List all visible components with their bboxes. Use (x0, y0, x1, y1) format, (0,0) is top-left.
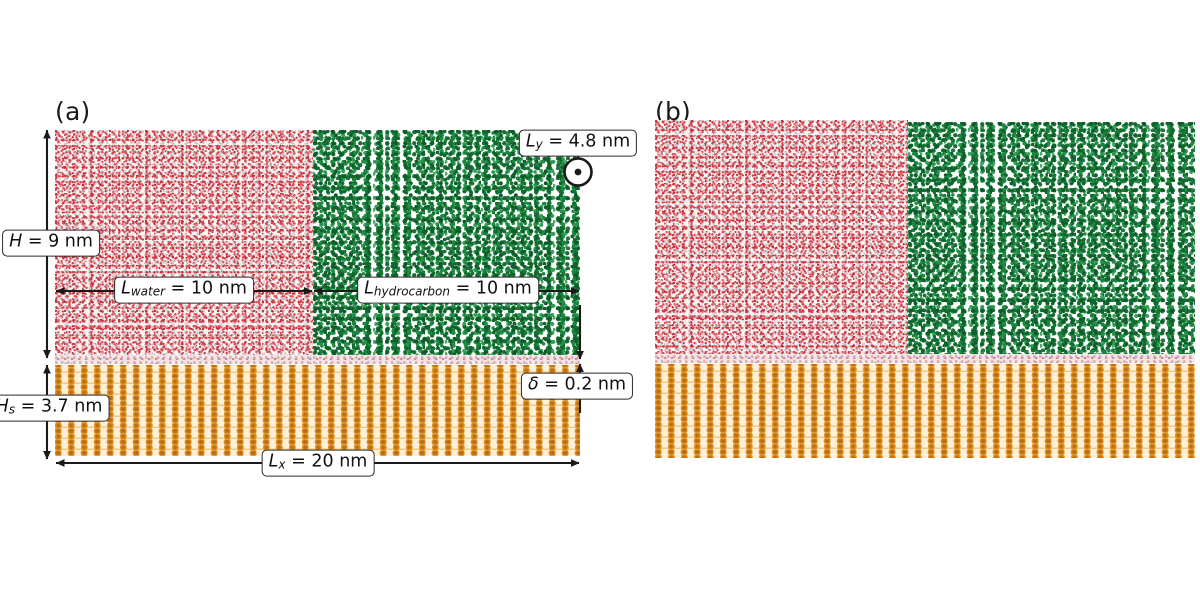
panel-a-water-region (55, 130, 313, 358)
panel-b-hydrocarbon-region (908, 122, 1195, 360)
panel-a-tag: (a) (55, 97, 91, 126)
panel-b-interfacial-layer (655, 354, 1195, 363)
label-Lx: Lx = 20 nm (261, 449, 375, 477)
panel-b-substrate-top-edge (655, 361, 1195, 365)
panel-a-substrate-region (55, 365, 580, 456)
panel-a-interfacial-layer (55, 355, 580, 364)
panel-b-tag: (b) (655, 97, 691, 126)
panel-a-hydrocarbon-region (313, 130, 580, 358)
label-H: H = 9 nm (2, 229, 100, 257)
label-Lwater: Lwater = 10 nm (114, 276, 254, 304)
label-Lhydrocarbon: Lhydrocarbon = 10 nm (357, 276, 539, 304)
panel-b-water-region (655, 120, 908, 360)
label-delta: δ = 0.2 nm (520, 372, 634, 400)
panel-b-substrate-region (655, 364, 1195, 458)
label-Hs: Hs = 3.7 nm (0, 394, 110, 422)
panel-a-substrate-top-edge (55, 362, 580, 366)
label-Ly: Ly = 4.8 nm (518, 129, 638, 157)
